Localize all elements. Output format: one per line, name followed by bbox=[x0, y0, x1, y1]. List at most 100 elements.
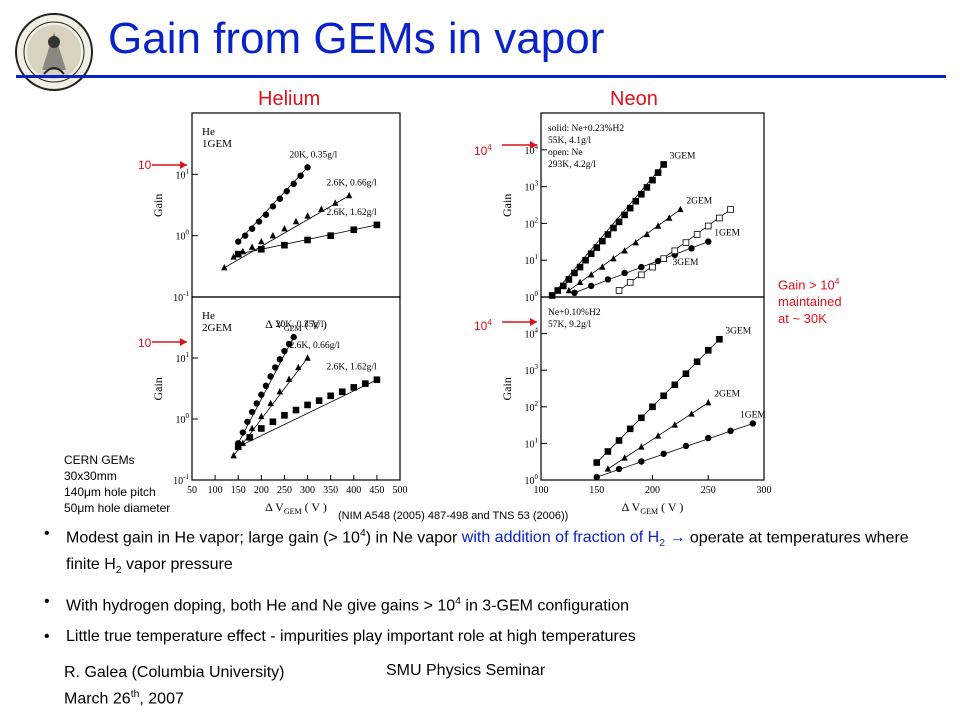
y-tick-label: 104 bbox=[525, 143, 539, 157]
y-tick-label: 100 bbox=[525, 290, 539, 304]
data-point bbox=[705, 434, 712, 442]
y-tick-label: 101 bbox=[525, 253, 539, 267]
data-point bbox=[281, 347, 288, 355]
data-point bbox=[345, 191, 353, 199]
data-point bbox=[604, 465, 612, 472]
fit-line bbox=[224, 195, 350, 269]
data-point bbox=[234, 443, 242, 451]
data-point bbox=[660, 450, 667, 457]
data-point bbox=[565, 286, 573, 294]
cern-gem-specs: CERN GEMs 30x30mm 140μm hole pitch 50μm … bbox=[64, 452, 170, 516]
x-tick-label: 150 bbox=[231, 485, 246, 496]
data-point bbox=[682, 442, 690, 450]
x-tick-label: 500 bbox=[393, 485, 408, 496]
data-point bbox=[565, 276, 573, 283]
x-tick-label: 200 bbox=[254, 485, 269, 496]
red-arrowhead bbox=[530, 141, 537, 149]
data-point bbox=[258, 425, 265, 432]
data-point bbox=[621, 247, 628, 254]
panel-title: 2GEM bbox=[202, 322, 232, 334]
data-point bbox=[315, 397, 323, 404]
data-point bbox=[704, 346, 712, 354]
data-point bbox=[727, 427, 734, 435]
y-tick-label: 103 bbox=[525, 363, 539, 377]
data-point bbox=[604, 276, 612, 283]
data-point bbox=[350, 384, 358, 391]
data-point bbox=[285, 375, 293, 382]
bullet-item: Little true temperature effect - impurit… bbox=[44, 627, 924, 647]
footer-seminar: SMU Physics Seminar bbox=[386, 662, 546, 679]
y-tick-label: 100 bbox=[525, 473, 539, 487]
data-point bbox=[281, 241, 288, 249]
cern-line: 140μm hole pitch bbox=[64, 485, 156, 499]
data-point bbox=[248, 225, 256, 232]
panel-title: 1GEM bbox=[202, 138, 232, 150]
data-point bbox=[693, 231, 701, 238]
data-point bbox=[230, 452, 237, 459]
data-point bbox=[654, 222, 662, 229]
data-point bbox=[587, 282, 595, 290]
data-point bbox=[671, 247, 679, 255]
series-label: 2GEM bbox=[714, 390, 740, 400]
series-label: 3GEM bbox=[725, 326, 751, 336]
data-point bbox=[576, 278, 584, 286]
data-point bbox=[267, 373, 274, 380]
cern-line: 50μm hole diameter bbox=[64, 501, 171, 515]
data-point bbox=[292, 217, 300, 225]
y-tick-label: 100 bbox=[176, 412, 190, 426]
data-point bbox=[649, 403, 656, 411]
x-tick-label: 350 bbox=[323, 485, 338, 496]
series-label: 2.6K, 0.66g/l bbox=[327, 179, 378, 189]
panel-annotation: 57K, 9.2g/l bbox=[548, 320, 591, 330]
data-point bbox=[290, 180, 297, 188]
red-arrowhead bbox=[180, 161, 187, 169]
data-point bbox=[239, 429, 247, 436]
fit-line bbox=[237, 336, 295, 444]
data-point bbox=[571, 269, 578, 277]
reference-citation: (NIM A548 (2005) 487-498 and TNS 53 (200… bbox=[338, 510, 569, 522]
data-point bbox=[295, 363, 302, 371]
data-point bbox=[682, 239, 690, 246]
series-label: 3GEM bbox=[673, 258, 699, 268]
data-point bbox=[571, 289, 578, 297]
y-tick-label: 102 bbox=[525, 216, 539, 230]
data-point bbox=[248, 243, 256, 250]
series-label: 1GEM bbox=[714, 229, 740, 239]
page-title: Gain from GEMs in vapor bbox=[108, 14, 605, 63]
footer-author: R. Galea (Columbia University) March 26t… bbox=[64, 664, 285, 708]
data-point bbox=[638, 271, 645, 279]
data-point bbox=[660, 392, 667, 400]
data-point bbox=[593, 459, 601, 466]
panel-title: He bbox=[202, 126, 215, 138]
data-point bbox=[258, 412, 265, 420]
data-point bbox=[638, 190, 645, 198]
y-axis-label: Gain bbox=[500, 194, 514, 217]
x-tick-label: 450 bbox=[369, 485, 384, 496]
data-point bbox=[615, 437, 623, 444]
helium-1gem-marker-label: 10 bbox=[138, 158, 152, 172]
data-point bbox=[705, 238, 712, 245]
data-point bbox=[660, 161, 667, 168]
data-point bbox=[285, 340, 293, 348]
data-point bbox=[682, 370, 690, 378]
series-label: 1GEM bbox=[740, 410, 766, 420]
data-point bbox=[649, 176, 656, 184]
data-point bbox=[587, 250, 595, 258]
data-point bbox=[258, 391, 265, 398]
data-point bbox=[221, 264, 228, 271]
y-tick-label: 101 bbox=[176, 167, 190, 181]
y-axis-label: Gain bbox=[151, 377, 165, 400]
x-tick-label: 250 bbox=[701, 485, 716, 496]
data-point bbox=[248, 424, 256, 432]
y-tick-label: 101 bbox=[525, 436, 539, 450]
helium-heading: Helium bbox=[258, 88, 321, 110]
data-point bbox=[297, 172, 304, 179]
data-point bbox=[281, 411, 288, 419]
x-tick-label: 150 bbox=[589, 485, 604, 496]
x-tick-label: 400 bbox=[346, 485, 361, 496]
data-point bbox=[654, 257, 662, 265]
plot-frame bbox=[191, 296, 401, 481]
data-point bbox=[262, 382, 270, 390]
data-point bbox=[621, 269, 628, 277]
